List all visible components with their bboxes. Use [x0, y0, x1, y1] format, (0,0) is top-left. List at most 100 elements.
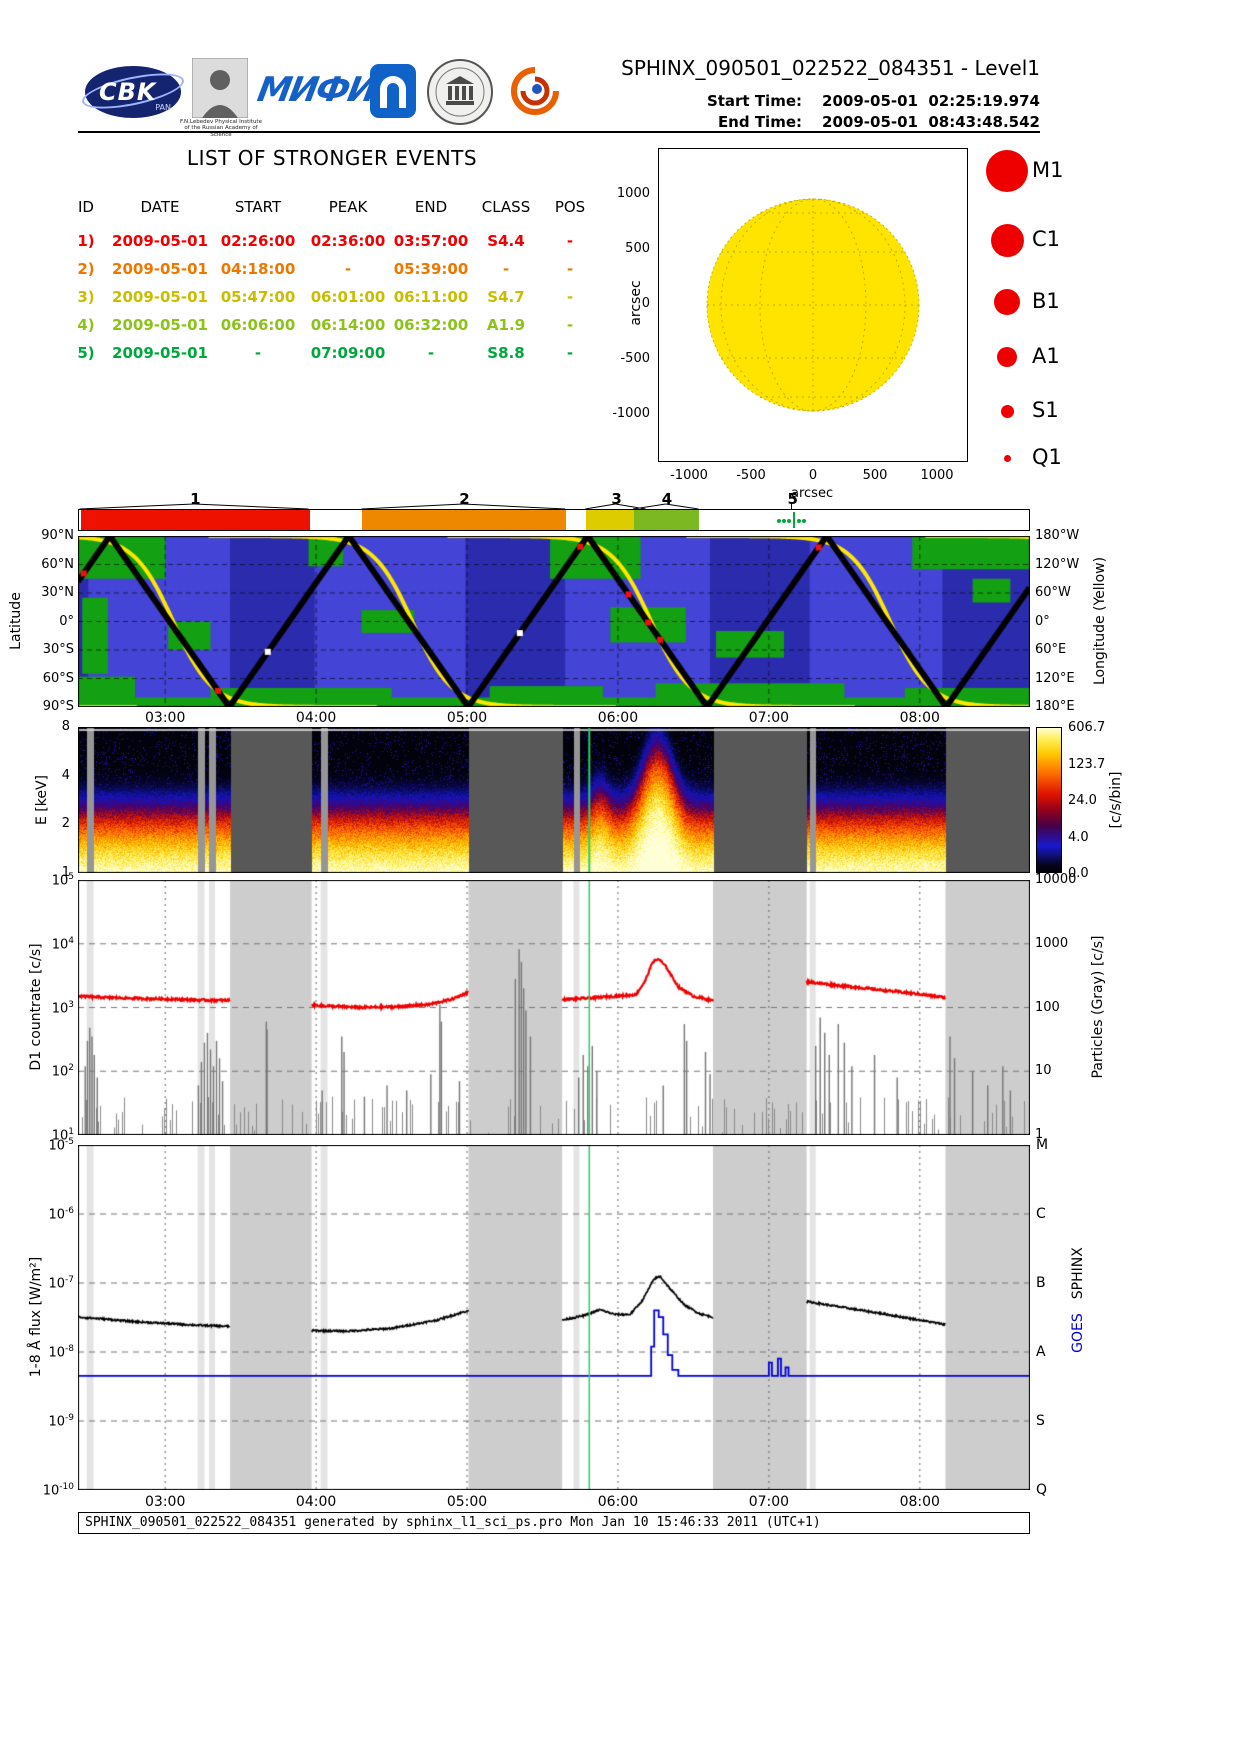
- lebedev-portrait-logo: [191, 57, 249, 122]
- column-header: PEAK: [328, 198, 368, 216]
- event-peak-dot: [801, 519, 806, 523]
- time-tick-orbit: 05:00: [446, 710, 488, 726]
- event-pos: -: [566, 288, 574, 306]
- mephi-logo-text: МИФИ: [254, 70, 378, 110]
- mephi-logo: МИФИ: [254, 70, 378, 110]
- flare-size-circle: [1000, 404, 1014, 418]
- portrait-icon: [191, 57, 249, 119]
- longitude-tick: 180°W: [1035, 528, 1080, 543]
- event-start: -: [254, 344, 262, 362]
- latitude-tick: 90°S: [42, 699, 74, 714]
- end-time-row: End Time: 2009-05-01 08:43:48.542: [620, 113, 1040, 131]
- event-interval-4: [634, 510, 700, 530]
- event-pos: -: [566, 232, 574, 250]
- start-time-row: Start Time: 2009-05-01 02:25:19.974: [620, 92, 1040, 110]
- event-peak-dot: [796, 519, 801, 523]
- column-header: POS: [554, 198, 586, 216]
- time-tick-flux: 07:00: [748, 1494, 790, 1510]
- event-date: 2009-05-01: [112, 344, 208, 362]
- orbit-right-axis-title: Longitude (Yellow): [1092, 556, 1108, 686]
- flare-size-circle: [990, 223, 1024, 257]
- time-tick-flux: 06:00: [597, 1494, 639, 1510]
- goes-class-tick: B: [1036, 1275, 1046, 1291]
- countrate-axis-title: D1 countrate [c/s]: [28, 943, 44, 1071]
- goes-class-tick: Q: [1036, 1482, 1048, 1498]
- event-number-5: 5: [787, 490, 798, 508]
- latitude-tick: 30°S: [42, 642, 74, 657]
- event-number-1: 1: [190, 490, 201, 508]
- event-end: 05:39:00: [393, 260, 469, 278]
- flux-axis-title: 1-8 Å flux [W/m²]: [28, 1256, 44, 1378]
- event-peak: 06:01:00: [310, 288, 386, 306]
- sun-x-tick: -1000: [670, 468, 708, 483]
- document-title: SPHINX_090501_022522_084351 - Level1: [621, 56, 1040, 80]
- event-peak-dot: [781, 519, 786, 523]
- events-title: LIST OF STRONGER EVENTS: [186, 146, 478, 170]
- event-peak-dot: [786, 519, 791, 523]
- event-timeline-bar: [78, 509, 1030, 531]
- colorbar-tick: 0.0: [1068, 866, 1089, 881]
- seal-icon: [427, 59, 493, 125]
- particles-tick: 1000: [1035, 935, 1069, 951]
- event-id: 4): [77, 316, 95, 334]
- particles-tick: 1: [1035, 1127, 1044, 1142]
- end-time-value: 08:43:48.542: [928, 113, 1040, 131]
- sun-x-tick: 500: [862, 468, 888, 483]
- goes-class-tick: C: [1036, 1206, 1046, 1222]
- sun-x-tick: 1000: [920, 468, 954, 483]
- orbit-left-axis-title: Latitude: [8, 592, 24, 650]
- particles-axis-title: Particles (Gray) [c/s]: [1090, 935, 1106, 1079]
- event-interval-3: [586, 510, 647, 530]
- latitude-tick: 60°N: [41, 556, 74, 572]
- event-peak-tick: [792, 512, 795, 528]
- event-class: -: [502, 260, 510, 278]
- arch-icon: [380, 76, 406, 108]
- event-pos: -: [566, 344, 574, 362]
- energy-tick: 1: [61, 865, 70, 880]
- particles-tick: 10: [1035, 1063, 1052, 1079]
- footer-text: SPHINX_090501_022522_084351 generated by…: [85, 1515, 821, 1530]
- event-class: S4.7: [487, 288, 525, 306]
- cbk-logo-ellipse: [85, 66, 181, 118]
- column-header: END: [414, 198, 448, 216]
- event-peak: 06:14:00: [310, 316, 386, 334]
- sun-x-tick: 0: [808, 468, 818, 483]
- longitude-tick: 60°W: [1035, 585, 1071, 600]
- sun-x-axis-label: arcsec: [791, 486, 834, 501]
- flare-size-label: Q1: [1032, 445, 1062, 469]
- flare-size-label: M1: [1032, 158, 1064, 182]
- event-id: 5): [77, 344, 95, 362]
- longitude-tick: 60°E: [1035, 642, 1067, 657]
- seal-logo: [426, 58, 494, 130]
- flare-size-circle: [1003, 454, 1011, 462]
- spectrogram-canvas: [78, 727, 1030, 873]
- energy-tick: 8: [61, 719, 70, 734]
- colorbar-axis-title: [c/s/bin]: [1108, 771, 1124, 829]
- time-tick-orbit: 07:00: [748, 710, 790, 726]
- sun-y-tick: 1000: [616, 186, 650, 201]
- end-date-value: 2009-05-01: [822, 113, 918, 131]
- sun-y-tick: -500: [620, 351, 650, 366]
- countrate-tick: 101: [51, 1127, 74, 1144]
- colorbar-tick: 4.0: [1068, 829, 1089, 845]
- event-pos: -: [566, 316, 574, 334]
- event-peak: -: [344, 260, 352, 278]
- time-tick-flux: 03:00: [145, 1494, 186, 1510]
- flux-tick: 10-6: [48, 1206, 74, 1223]
- column-header: START: [234, 198, 282, 216]
- event-date: 2009-05-01: [112, 288, 208, 306]
- column-header: ID: [78, 198, 94, 216]
- sun-x-tick: -500: [736, 468, 766, 483]
- latitude-tick: 90°N: [41, 528, 74, 543]
- orbit-track-canvas: [78, 536, 1030, 707]
- latitude-tick: 30°N: [41, 585, 74, 600]
- event-class: S8.8: [487, 344, 525, 362]
- goes-class-tick: A: [1036, 1344, 1046, 1360]
- cbk-logo: CBK PAN: [79, 66, 187, 118]
- goes-class-tick: M: [1036, 1137, 1049, 1153]
- event-id: 1): [77, 232, 95, 250]
- flare-size-circle: [997, 347, 1017, 367]
- series-label-goes: GOES: [1070, 1313, 1086, 1353]
- swirl-logo: [506, 62, 564, 124]
